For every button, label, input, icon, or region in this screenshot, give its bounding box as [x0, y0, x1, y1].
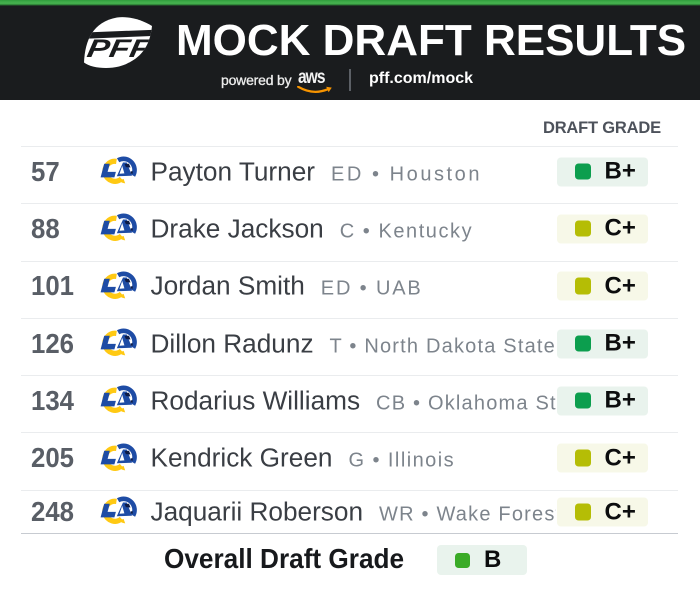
svg-text:PFF: PFF — [85, 35, 153, 63]
